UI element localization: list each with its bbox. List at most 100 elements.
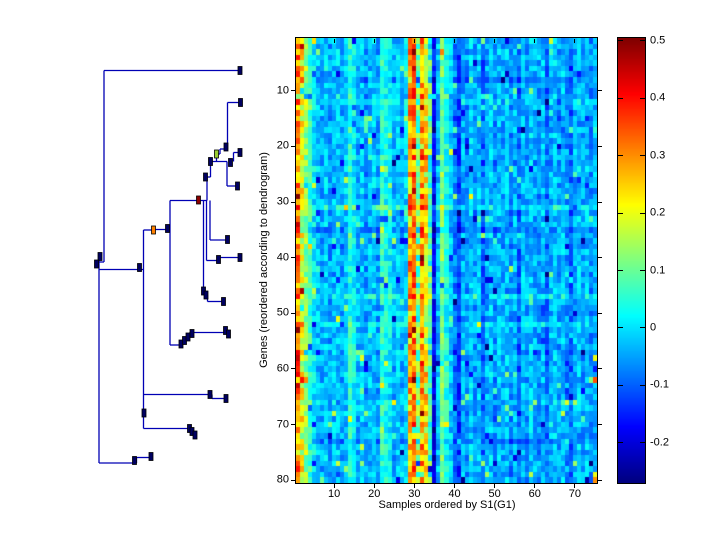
- x-tick-top: [454, 39, 456, 43]
- y-tick-right: [598, 90, 602, 92]
- dendrogram-node-marker: [223, 142, 229, 152]
- y-tick: [291, 145, 295, 147]
- x-tick-top: [333, 39, 335, 43]
- y-tick-label: 50: [276, 306, 289, 319]
- y-tick-label: 60: [276, 362, 289, 375]
- x-tick-top: [373, 39, 375, 43]
- dendrogram-node-marker: [148, 452, 154, 461]
- x-tick-label: 60: [528, 488, 541, 500]
- x-tick: [574, 484, 576, 488]
- colorbar-tick-right: [640, 155, 645, 157]
- dendrogram-node-marker: [178, 339, 184, 349]
- y-tick-label: 70: [276, 418, 289, 431]
- dendrogram-node-marker: [228, 158, 233, 167]
- y-axis-label: Genes (reordered according to dendrogram…: [258, 152, 270, 368]
- y-tick-label: 10: [276, 84, 289, 97]
- x-tick-top: [413, 39, 415, 43]
- x-tick: [454, 484, 456, 488]
- y-tick: [291, 312, 295, 314]
- y-tick-right: [598, 368, 602, 370]
- y-tick-label: 80: [276, 473, 289, 486]
- y-tick-right: [598, 257, 602, 259]
- dendrogram-node-marker: [226, 329, 231, 339]
- colorbar-tick: [618, 97, 623, 99]
- colorbar-tick-label: 0.5: [650, 34, 666, 47]
- colorbar-tick-right: [640, 212, 645, 214]
- y-tick: [291, 479, 295, 481]
- dendrogram-node-marker: [208, 157, 213, 166]
- y-tick-label: 40: [276, 251, 289, 264]
- x-tick: [494, 484, 496, 488]
- colorbar-tick: [618, 155, 623, 157]
- dendrogram-node-marker: [182, 336, 187, 345]
- colorbar: [618, 38, 645, 483]
- colorbar-tick-label: 0.4: [650, 91, 666, 104]
- dendrogram-node-marker: [203, 172, 208, 182]
- x-axis-label: Samples ordered by S1(G1): [378, 499, 516, 511]
- y-tick: [291, 368, 295, 370]
- y-tick-right: [598, 201, 602, 203]
- dendrogram-node-marker: [141, 408, 147, 418]
- dendrogram-node-marker: [223, 394, 229, 403]
- dendrogram-node-marker: [237, 253, 243, 262]
- dendrogram-node-marker: [151, 225, 156, 235]
- y-tick: [291, 90, 295, 92]
- dendrogram-node-marker: [187, 424, 192, 433]
- colorbar-tick: [618, 40, 623, 42]
- y-tick: [291, 201, 295, 203]
- dendrogram-node-marker: [237, 66, 243, 75]
- dendrogram-node-marker: [237, 148, 243, 157]
- dendrogram-node-marker: [214, 149, 219, 159]
- x-tick-label: 10: [328, 488, 341, 500]
- colorbar-tick-label: -0.2: [650, 436, 669, 449]
- y-tick-right: [598, 424, 602, 426]
- colorbar-tick: [618, 384, 623, 386]
- dendrogram-node-marker: [238, 98, 243, 107]
- y-tick: [291, 257, 295, 259]
- colorbar-tick-right: [640, 327, 645, 329]
- x-tick-top: [494, 39, 496, 43]
- dendrogram-node-marker: [225, 235, 230, 244]
- dendrogram-node-marker: [137, 263, 142, 272]
- dendrogram-node-marker: [165, 224, 170, 233]
- x-tick-label: 70: [568, 488, 582, 500]
- y-tick-label: 20: [276, 139, 289, 152]
- dendrogram-node-marker: [189, 329, 195, 338]
- dendrogram-node-marker: [223, 326, 228, 335]
- colorbar-tick-right: [640, 442, 645, 444]
- colorbar-tick-label: 0: [650, 321, 657, 334]
- dendrogram-node-marker: [207, 390, 213, 399]
- colorbar-tick-label: -0.1: [650, 378, 669, 391]
- x-tick-top: [574, 39, 576, 43]
- colorbar-tick: [618, 270, 623, 272]
- colorbar-tick-label: 0.1: [650, 264, 666, 277]
- x-tick: [534, 484, 536, 488]
- y-tick-right: [598, 479, 602, 481]
- colorbar-tick-label: 0.3: [650, 149, 666, 162]
- dendrogram-node-marker: [132, 456, 137, 465]
- x-tick: [373, 484, 375, 488]
- colorbar-frame: [617, 37, 646, 484]
- y-tick-right: [598, 145, 602, 147]
- dendrogram-node-marker: [196, 195, 201, 205]
- heatmap-frame: [295, 37, 598, 484]
- x-tick: [333, 484, 335, 488]
- dendrogram-node-marker: [94, 259, 99, 269]
- dendrogram-node-marker: [216, 255, 221, 264]
- dendrogram-node-marker: [97, 252, 103, 261]
- x-tick-label: 50: [488, 488, 501, 500]
- dendrogram-node-marker: [203, 290, 209, 300]
- colorbar-tick-right: [640, 270, 645, 272]
- colorbar-tick-label: 0.2: [650, 206, 666, 219]
- dendrogram-node-marker: [235, 181, 240, 191]
- dendrogram-node-marker: [192, 430, 198, 440]
- colorbar-tick: [618, 327, 623, 329]
- x-tick-label: 40: [448, 488, 461, 500]
- colorbar-tick-right: [640, 384, 645, 386]
- colorbar-tick: [618, 212, 623, 214]
- x-tick: [413, 484, 415, 488]
- x-tick-top: [534, 39, 536, 43]
- x-tick-label: 20: [368, 488, 381, 500]
- dendrogram-node-marker: [221, 297, 226, 306]
- y-tick-label: 30: [276, 195, 289, 208]
